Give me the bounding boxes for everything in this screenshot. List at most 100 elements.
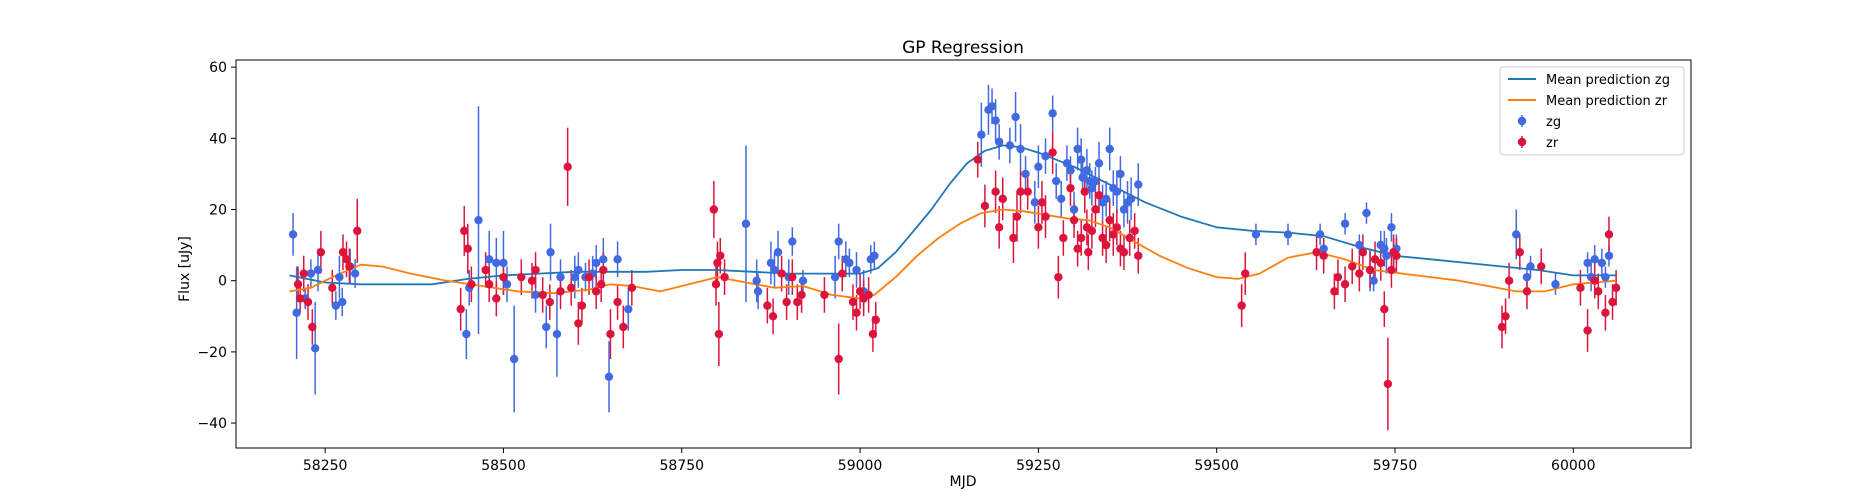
zr-data-point (531, 265, 540, 275)
zr-data-point (517, 272, 526, 282)
zr-data-point (980, 201, 990, 211)
zg-data-point (870, 251, 879, 260)
zr-data-point (1319, 251, 1328, 260)
y-tick-label: −40 (197, 416, 227, 432)
zr-data-point (1358, 248, 1368, 257)
zg-data-point (1052, 176, 1061, 186)
zg-data-point (852, 265, 861, 275)
zr-data-point (599, 265, 608, 275)
zr-data-point (1034, 223, 1043, 232)
zr-data-point (1066, 183, 1075, 193)
zr-data-point (1009, 233, 1018, 243)
zr-data-point (711, 280, 721, 289)
zg-data-point (1340, 219, 1350, 228)
zr-data-point (709, 205, 719, 214)
zr-data-point (1611, 283, 1621, 293)
legend-marker-zr (1517, 136, 1527, 148)
zr-data-point (714, 329, 724, 339)
zg-data-point (987, 102, 997, 111)
legend-label-zg-mean: Mean prediction zg (1546, 73, 1670, 88)
zr-data-point (299, 269, 308, 278)
zr-data-point (1091, 205, 1100, 214)
zr-data-point (316, 248, 326, 257)
zg-errorbars (292, 84, 1610, 413)
zg-data-point (1590, 255, 1599, 264)
zg-data-point (1522, 272, 1532, 282)
zg-data-point (1048, 109, 1057, 118)
zr-data-point (1037, 198, 1047, 207)
x-axis-label: MJD (950, 474, 977, 490)
zg-data-point (1076, 155, 1086, 164)
zr-data-point (820, 290, 829, 300)
zr-data-point (1355, 269, 1364, 278)
zr-data-point (1333, 272, 1343, 282)
legend-label-zg: zg (1546, 115, 1561, 130)
zg-data-point (310, 344, 320, 353)
zg-data-point (830, 272, 840, 282)
zr-data-point (574, 319, 583, 328)
zr-data-point (606, 329, 615, 339)
zg-data-point (484, 255, 494, 264)
zg-data-point (1597, 258, 1607, 268)
zg-points (288, 102, 1614, 382)
zr-data-point (613, 297, 622, 307)
zr-data-point (460, 226, 469, 236)
zr-data-point (481, 265, 490, 275)
zr-data-point (998, 194, 1007, 204)
zg-data-point (462, 329, 471, 339)
zr-data-point (1501, 312, 1510, 321)
zg-data-point (1021, 169, 1030, 179)
zg-data-point (752, 276, 761, 285)
zr-data-point (1016, 187, 1025, 196)
zg-data-point (1116, 169, 1125, 179)
zr-data-point (864, 290, 873, 300)
zg-data-point (1082, 166, 1092, 175)
zg-data-point (1087, 183, 1097, 193)
zr-data-point (1504, 276, 1514, 285)
x-tick-label: 58500 (481, 458, 526, 474)
zr-data-point (1515, 248, 1525, 257)
chart-title: GP Regression (902, 38, 1024, 58)
zg-data-point (1078, 173, 1087, 182)
zg-data-point (502, 280, 512, 289)
zr-data-point (1583, 326, 1592, 335)
zg-data-point (546, 248, 555, 257)
zg-data-point (624, 304, 633, 314)
zr-data-point (342, 255, 351, 264)
zr-data-point (1048, 148, 1057, 157)
zr-data-point (627, 283, 637, 293)
mean-prediction-zr-line (289, 208, 1617, 300)
zr-data-point (1604, 230, 1614, 239)
zg-data-point (1016, 144, 1025, 154)
y-axis-ticks: −40 −20 0 20 40 60 (197, 60, 236, 432)
zr-data-point (848, 297, 858, 307)
zr-data-point (1094, 191, 1104, 200)
zg-data-point (1073, 144, 1082, 154)
zr-data-point (1119, 248, 1129, 257)
zg-data-point (306, 269, 316, 278)
zr-data-point (308, 322, 317, 332)
zg-data-point (834, 237, 843, 246)
zr-data-point (720, 272, 729, 282)
zr-data-point (1601, 308, 1610, 317)
zg-data-point (770, 265, 779, 275)
zr-data-point (1522, 287, 1532, 296)
zg-data-point (798, 276, 808, 285)
zr-data-point (293, 280, 303, 289)
x-tick-label: 58250 (303, 458, 348, 474)
zr-data-point (1348, 262, 1357, 271)
zg-data-point (531, 290, 540, 300)
zg-data-point (1369, 276, 1378, 285)
zg-data-point (1105, 144, 1114, 154)
zg-data-point (313, 265, 323, 275)
legend: Mean prediction zg Mean prediction zr zg… (1499, 66, 1685, 156)
zr-data-point (463, 244, 473, 253)
zr-data-point (1087, 226, 1097, 236)
zr-data-point (1383, 379, 1393, 389)
zr-data-point (556, 287, 565, 296)
zr-data-point (868, 329, 878, 339)
zg-data-point (604, 372, 614, 382)
legend-marker-zg (1517, 115, 1527, 127)
zg-data-point (1034, 162, 1043, 171)
